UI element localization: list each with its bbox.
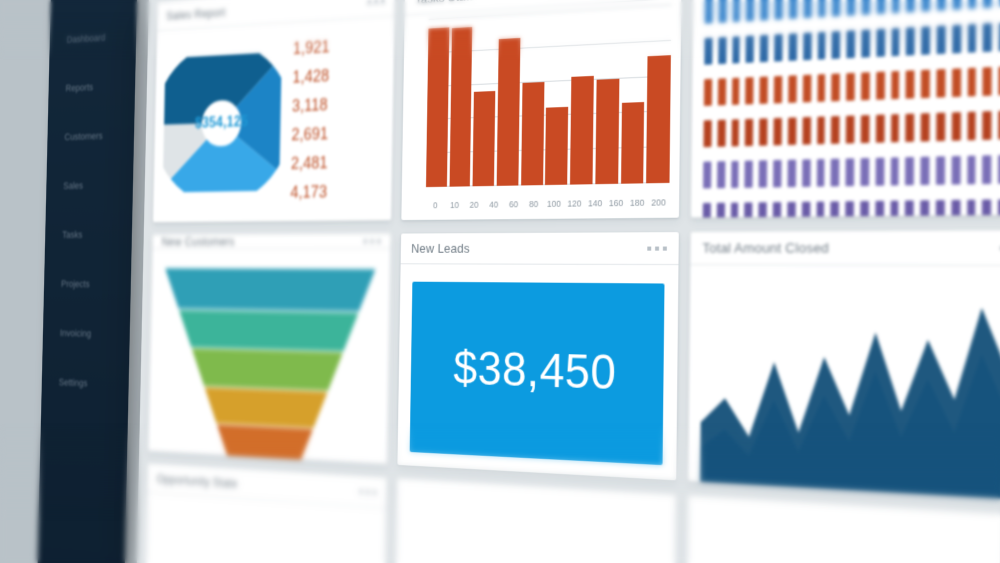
card-title: Tasks Status [415,0,482,7]
card-projects: Projects [691,0,1000,218]
sales-list-value: 1,921 [293,37,330,59]
card-title: Total Amount Closed [702,240,829,256]
card-opportunity-state: Opportunity State [145,464,387,563]
tasks-bar-chart [426,5,671,187]
task-bar [521,82,544,186]
project-row [703,155,1000,189]
sidebar-item[interactable]: Invoicing [42,309,130,361]
area-chart [700,273,1000,500]
project-row [704,66,1000,106]
projects-bar-grid [702,0,1000,218]
card-menu-icon[interactable] [364,239,381,243]
funnel-chart [157,258,380,464]
sales-total-value: $354,125 [195,114,248,132]
task-bar [646,55,671,183]
task-bar [473,91,496,187]
project-row [705,0,1000,24]
sidebar-item[interactable]: Tasks [45,210,133,260]
sales-list-value: 2,691 [291,124,328,145]
card-menu-icon[interactable] [359,489,376,494]
sidebar-item[interactable]: Settings [41,357,129,410]
sales-list-value: 2,481 [291,153,328,173]
sidebar-item[interactable]: Dashboard [49,11,137,65]
card-new-customers: New Customers [148,234,391,465]
card-total-closed: Total Amount Closed [688,230,1000,500]
project-row [704,21,1000,64]
card-placeholder [686,496,1000,563]
sales-list-value: 4,173 [290,182,327,202]
task-bar [497,38,521,186]
sales-value-list: 1,921 1,428 3,118 2,691 2,481 4,173 [290,37,330,202]
new-leads-value: $38,450 [410,282,665,465]
card-menu-icon[interactable] [368,0,385,4]
project-row [703,199,1000,218]
tasks-x-axis: 01020406080100120140160180200 [426,197,670,210]
card-title: Opportunity State [157,472,238,491]
card-placeholder [395,478,676,563]
card-tasks-status: Tasks Status 010204060801001201401601802… [401,0,681,220]
task-bar [570,76,594,185]
sidebar-item[interactable]: Reports [48,61,136,114]
sales-list-value: 1,428 [292,66,329,87]
sidebar-item[interactable]: Customers [47,110,135,162]
sidebar-item[interactable]: Projects [44,260,132,310]
task-bar [621,102,645,184]
card-title: New Leads [411,241,470,256]
sales-donut-chart: $354,125 [163,52,282,193]
task-bar [426,27,449,187]
card-new-leads: New Leads $38,450 [397,232,678,480]
card-menu-icon[interactable] [647,246,667,250]
card-title: New Customers [161,234,234,248]
sidebar: Dashboard Reports Customers Sales Tasks … [36,0,138,563]
sales-list-value: 3,118 [292,95,329,116]
dashboard-board: Sales Report $354,125 1,921 1,428 3,118 2,6… [137,0,1000,563]
task-bar [449,27,472,186]
sidebar-item[interactable]: Sales [46,160,134,211]
task-bar [595,78,619,184]
card-sales-report: Sales Report $354,125 1,921 1,428 3,118 2,6… [153,0,395,222]
task-bar [545,107,568,185]
project-row [703,110,1000,147]
card-title: Sales Report [166,5,225,22]
